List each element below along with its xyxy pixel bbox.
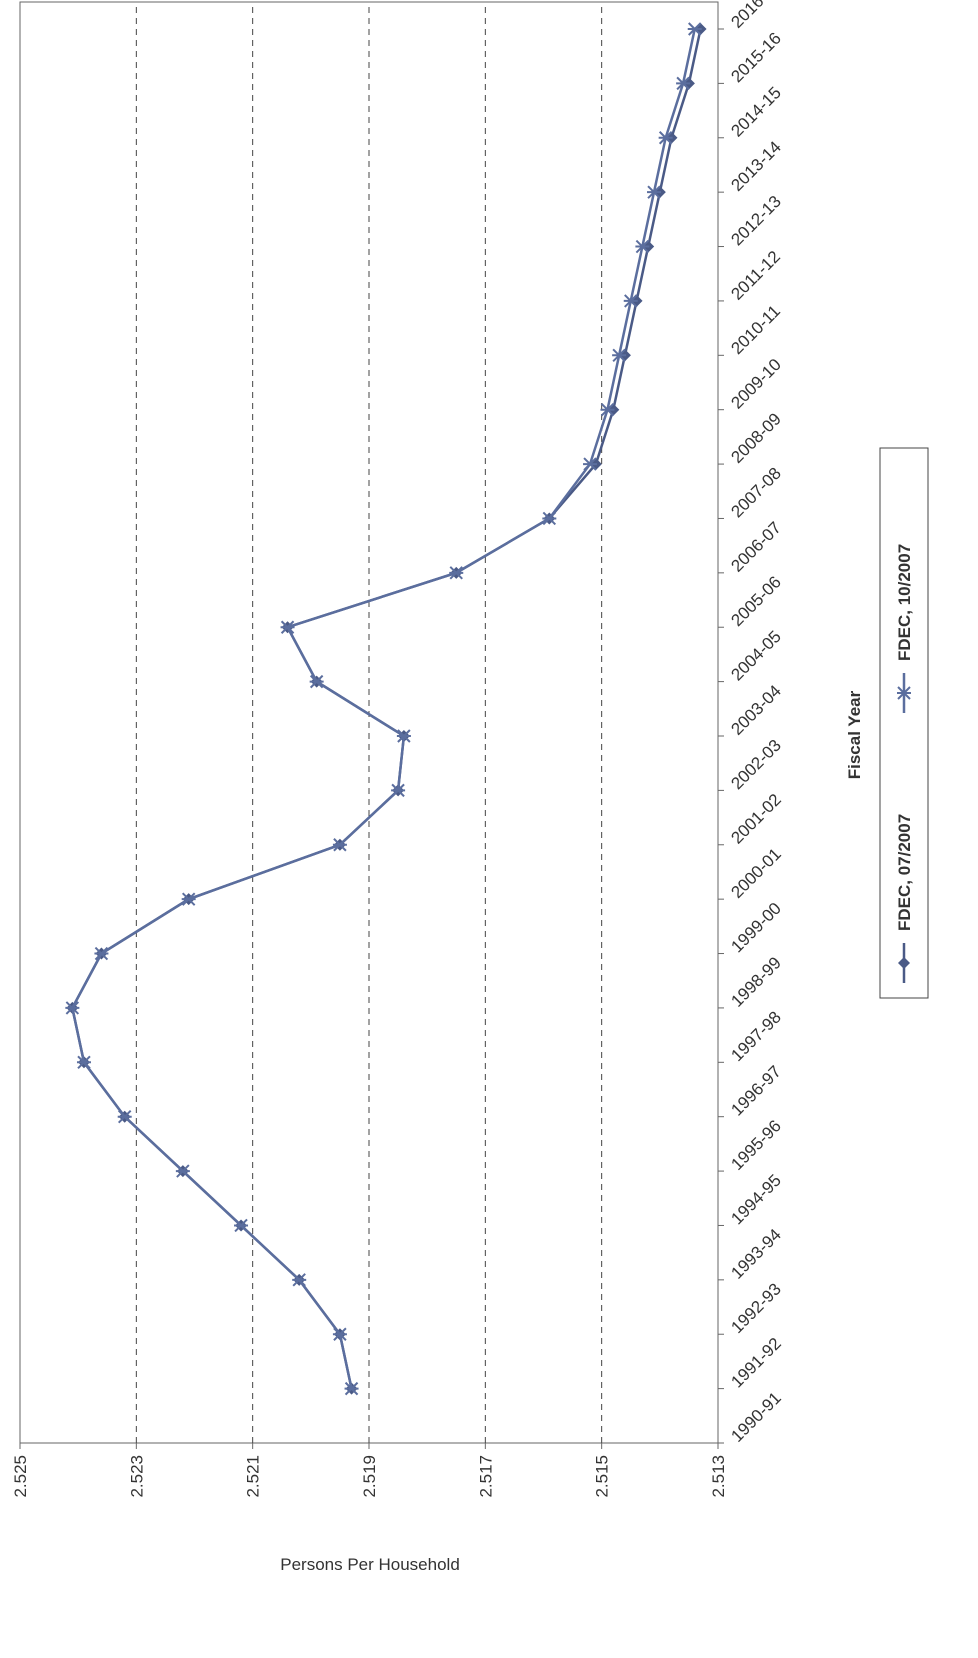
point — [332, 1327, 347, 1341]
point — [65, 1001, 80, 1015]
x-tick-label: 1995-96 — [727, 1116, 785, 1174]
y-tick-label: 2.525 — [11, 1455, 30, 1498]
x-tick-label: 1999-00 — [727, 899, 785, 957]
x-tick-label: 1994-95 — [727, 1171, 785, 1229]
x-tick-label: 2016-17 — [727, 0, 785, 32]
series-line — [71, 28, 702, 1389]
x-tick-label: 1998-99 — [727, 953, 785, 1011]
y-tick-label: 2.513 — [709, 1455, 728, 1498]
point — [658, 131, 673, 145]
point — [344, 1381, 359, 1396]
legend-marker — [897, 686, 911, 700]
point — [234, 1218, 249, 1233]
x-tick-label: 2013-14 — [727, 137, 785, 195]
point — [687, 22, 702, 36]
point — [94, 946, 109, 961]
x-tick-label: 2015-16 — [727, 29, 785, 87]
y-tick-label: 2.515 — [593, 1455, 612, 1498]
point — [583, 457, 598, 471]
x-tick-label: 2007-08 — [727, 464, 785, 522]
point — [623, 294, 638, 308]
x-tick-label: 2002-03 — [727, 736, 785, 794]
x-tick-label: 2005-06 — [727, 573, 785, 631]
x-axis-title: Fiscal Year — [845, 690, 864, 779]
legend-label: FDEC, 07/2007 — [895, 814, 914, 931]
x-tick-label: 2000-01 — [727, 844, 785, 902]
point — [181, 892, 196, 906]
x-tick-label: 1990-91 — [727, 1388, 785, 1446]
point — [292, 1273, 307, 1287]
point — [117, 1109, 132, 1124]
point — [280, 620, 295, 634]
point — [612, 348, 627, 363]
x-tick-label: 2001-02 — [727, 790, 785, 848]
point — [175, 1164, 190, 1178]
y-tick-label: 2.517 — [476, 1455, 495, 1498]
legend-marker — [898, 957, 910, 969]
point — [647, 185, 662, 199]
point — [600, 402, 615, 417]
x-tick-label: 1993-94 — [727, 1225, 785, 1283]
x-tick-label: 2006-07 — [727, 518, 785, 576]
x-tick-label: 2004-05 — [727, 627, 785, 685]
point — [542, 511, 557, 526]
point — [635, 239, 650, 254]
x-tick-label: 1991-92 — [727, 1334, 785, 1392]
y-tick-label: 2.519 — [360, 1455, 379, 1498]
legend-box — [879, 447, 929, 999]
x-tick-label: 2008-09 — [727, 409, 785, 467]
x-tick-label: 2012-13 — [727, 192, 785, 250]
point — [396, 729, 411, 743]
x-tick-label: 2009-10 — [727, 355, 785, 413]
legend-label: FDEC, 10/2007 — [895, 544, 914, 661]
point — [76, 1055, 91, 1070]
y-tick-label: 2.521 — [244, 1455, 263, 1498]
x-tick-label: 1996-97 — [727, 1062, 785, 1120]
point — [309, 674, 324, 689]
y-tick-label: 2.523 — [127, 1455, 146, 1498]
point — [391, 783, 406, 798]
point — [332, 838, 347, 852]
point — [449, 566, 464, 580]
x-tick-label: 2003-04 — [727, 681, 785, 739]
x-tick-label: 1997-98 — [727, 1008, 785, 1066]
point — [676, 76, 691, 91]
series-line — [71, 28, 696, 1389]
rotated-chart: 2.513 2.515 2.517 2.519 2.521 2.523 2.525 1990-… — [11, 0, 929, 1574]
x-tick-label: 2011-12 — [727, 247, 784, 304]
x-tick-label: 2014-15 — [727, 83, 785, 141]
x-tick-label: 2010-11 — [727, 301, 784, 358]
y-axis-title: Persons Per Household — [280, 1555, 460, 1574]
x-tick-label: 1992-93 — [727, 1280, 785, 1338]
